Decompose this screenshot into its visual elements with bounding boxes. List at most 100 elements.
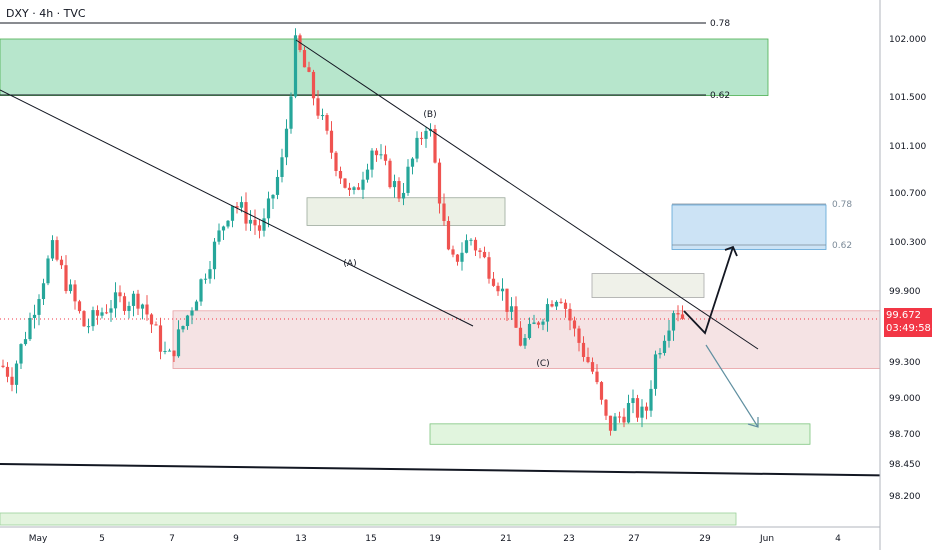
candle-body [649,388,653,411]
candle-body [284,128,289,158]
x-tick-label: May [29,534,48,544]
x-tick-label: 21 [500,534,511,544]
candle-body [293,35,298,97]
demand-zone [429,423,811,445]
candle-body [608,415,613,431]
candle-body [568,308,572,321]
candle-body [437,162,442,204]
mid-box-2 [591,273,705,298]
candle-body [176,329,181,357]
candle-body [127,305,131,311]
candle-body [532,322,536,324]
candle-body [302,50,307,68]
candle-body [28,317,32,340]
candle-body [410,158,415,167]
candle-body [401,192,406,199]
candle-body [1,365,5,367]
candle-body [118,292,122,297]
candle-body [73,284,77,302]
y-tick-label: 100.300 [889,238,926,248]
x-tick-label: 4 [835,534,841,544]
candle-body [122,296,127,311]
candle-body [581,342,586,357]
candle-body [163,351,167,353]
trendline-base [0,463,932,477]
x-tick-label: 29 [699,534,711,544]
candle-body [338,170,343,179]
candle-body [487,257,491,279]
candle-body [95,310,100,316]
candle-body [271,194,275,199]
x-tick-label: 23 [563,534,574,544]
candle-body [658,353,662,355]
candle-body [149,314,154,325]
candle-body [50,240,55,259]
bearish-arrowhead [747,417,759,428]
candle-body [226,220,230,227]
candle-body [5,366,10,377]
lower-zone-band [0,512,737,526]
candle-body [199,279,203,302]
y-tick-label: 101.100 [889,142,926,152]
candle-body [77,301,82,312]
candle-body [446,221,451,250]
candle-body [253,219,257,226]
candle-body [559,301,563,303]
candle-body [599,382,604,400]
y-tick-label: 101.500 [889,93,926,103]
candle-body [352,187,356,190]
candle-body [154,324,158,326]
x-tick-label: 19 [429,534,441,544]
candle-body [586,356,590,363]
candle-body [478,250,482,252]
candle-body [266,198,271,219]
candle-body [550,304,554,307]
symbol-title: DXY · 4h · TVC [6,7,86,20]
candle-body [518,327,523,346]
wave-label: (C) [536,359,549,369]
candle-body [311,71,316,99]
candle-body [554,301,559,307]
candle-body [158,325,163,352]
candle-body [464,240,469,253]
bullish-path-arrow [683,246,734,335]
y-tick-label: 102.000 [889,35,926,45]
candle-body [23,339,28,345]
candle-body [536,322,541,325]
y-tick-label: 99.900 [889,287,921,297]
candle-body [383,154,388,161]
candle-body [167,350,172,352]
wave-label: (A) [343,259,356,269]
fib-label: 0.78 [710,19,730,29]
candle-body [442,203,446,222]
y-tick-label: 98.450 [889,460,921,470]
candle-body [622,416,626,423]
candle-body [136,293,140,309]
candle-body [541,321,545,325]
candle-body [635,398,640,418]
candle-body [221,226,226,231]
bearish-path-arrow [705,344,759,428]
candle-body [595,371,599,383]
candle-body [208,269,212,279]
candle-body [572,320,577,329]
fib-label: 0.78 [832,200,852,210]
candle-body [460,252,464,262]
candle-body [109,308,113,313]
candle-body [329,130,334,153]
candle-body [388,160,392,188]
candle-body [334,152,338,171]
candle-body [91,310,95,327]
candle-body [644,406,649,411]
candle-body [46,258,50,284]
candle-body [235,206,239,208]
candle-body [415,137,419,159]
candle-body [37,299,41,315]
candle-body [419,137,424,139]
y-tick-label: 99.300 [889,358,921,368]
trendline-upper [295,39,759,350]
candle-body [55,240,59,260]
last-price-value: 99.672 [886,310,921,321]
candle-body [473,239,478,251]
